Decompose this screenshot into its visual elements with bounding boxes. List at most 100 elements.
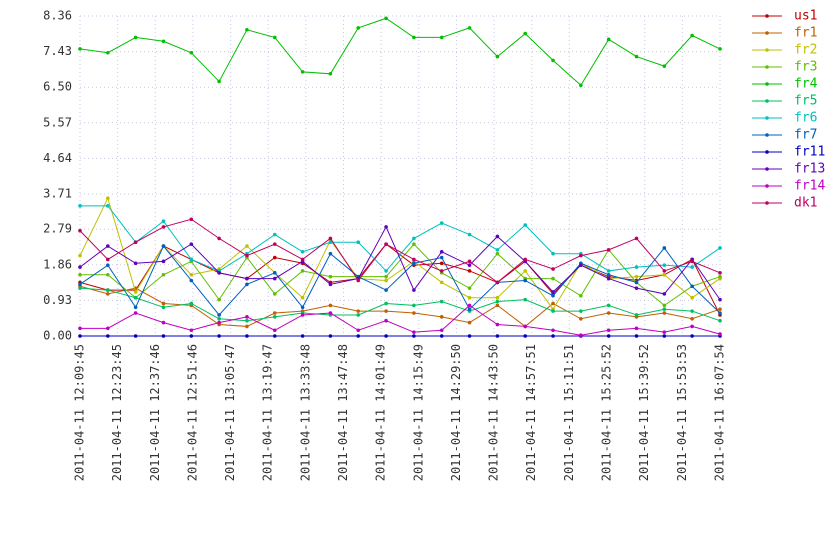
data-point [718, 297, 722, 302]
data-point [161, 225, 166, 229]
data-point [718, 274, 722, 279]
data-point [439, 280, 444, 285]
series-line [79, 245, 721, 316]
data-point [662, 330, 667, 334]
data-point [161, 334, 166, 338]
data-point [718, 307, 722, 312]
data-point [495, 54, 500, 59]
data-point [495, 334, 500, 338]
data-point [662, 334, 667, 338]
data-point [634, 274, 639, 279]
data-point [495, 303, 500, 308]
data-point [606, 272, 611, 277]
data-point [606, 334, 611, 338]
data-point [412, 35, 416, 40]
legend-label: fr5 [794, 94, 817, 109]
legend-label: us1 [794, 9, 817, 24]
x-tick-label: 2011-04-11 15:53:53 [675, 344, 689, 481]
data-point [412, 288, 416, 292]
data-point [133, 311, 138, 315]
data-point [300, 257, 305, 262]
data-point [523, 324, 528, 329]
data-point [133, 35, 138, 40]
data-point [328, 240, 333, 245]
data-point [189, 257, 194, 262]
data-point [245, 318, 249, 323]
data-point [356, 328, 361, 333]
data-point [384, 269, 388, 273]
data-point [495, 299, 500, 304]
data-point [272, 271, 277, 275]
data-point [106, 204, 110, 208]
x-tick-label: 2011-04-11 15:25:52 [600, 344, 614, 481]
data-point [78, 228, 82, 233]
data-point [634, 280, 639, 285]
data-point [690, 334, 694, 338]
data-point [439, 35, 444, 40]
series-line [79, 218, 721, 284]
data-point [495, 295, 500, 300]
x-tick-label: 2011-04-11 12:37:46 [148, 344, 162, 481]
data-point [217, 271, 221, 275]
data-point [579, 309, 583, 313]
data-point [384, 288, 388, 292]
data-point [106, 326, 110, 331]
data-point [467, 320, 472, 325]
data-point [606, 276, 611, 281]
data-point [439, 315, 444, 319]
x-tick-label: 2011-04-11 13:05:47 [223, 344, 237, 481]
data-point [439, 221, 444, 225]
data-point [133, 305, 138, 310]
data-point [690, 265, 694, 269]
data-point [189, 242, 194, 246]
legend-label: fr14 [794, 179, 825, 194]
legend-marker [765, 99, 769, 103]
data-point [133, 240, 138, 245]
data-point [161, 305, 166, 310]
legend-label: fr6 [794, 111, 817, 126]
data-point [551, 301, 555, 306]
x-tick-label: 2011-04-11 15:39:52 [637, 344, 651, 481]
x-tick-label: 2011-04-11 14:15:49 [411, 344, 425, 481]
data-point [161, 259, 166, 264]
data-point [384, 301, 388, 306]
data-point [356, 309, 361, 313]
x-tick-label: 2011-04-11 12:23:45 [110, 344, 124, 481]
data-point [579, 316, 583, 321]
data-point [133, 290, 138, 294]
data-point [718, 246, 722, 250]
data-point [161, 272, 166, 277]
data-point [356, 334, 361, 338]
data-point [217, 79, 221, 84]
data-point [634, 54, 639, 59]
data-point [78, 265, 82, 269]
legend-label: fr4 [794, 77, 818, 92]
data-point [579, 83, 583, 88]
data-point [384, 334, 388, 338]
data-point [328, 311, 333, 315]
legend-marker [765, 14, 769, 18]
y-tick-label: 6.50 [43, 80, 72, 94]
data-point [634, 265, 639, 269]
data-point [523, 257, 528, 262]
series-line [79, 285, 721, 328]
data-point [495, 322, 500, 327]
data-point [551, 334, 555, 338]
data-point [189, 272, 194, 277]
legend-label: dk1 [794, 196, 817, 211]
data-point [579, 263, 583, 267]
data-point [551, 58, 555, 63]
data-point [245, 27, 249, 32]
legend-marker [765, 65, 769, 69]
legend-marker [765, 167, 769, 171]
data-point [106, 257, 110, 262]
data-point [133, 261, 138, 266]
y-tick-label: 2.79 [43, 222, 72, 236]
data-point [412, 261, 416, 266]
y-tick-label: 7.43 [43, 44, 72, 58]
legend-marker [765, 201, 769, 205]
data-point [272, 315, 277, 319]
data-point [189, 217, 194, 222]
data-point [523, 223, 528, 227]
data-point [217, 320, 221, 325]
